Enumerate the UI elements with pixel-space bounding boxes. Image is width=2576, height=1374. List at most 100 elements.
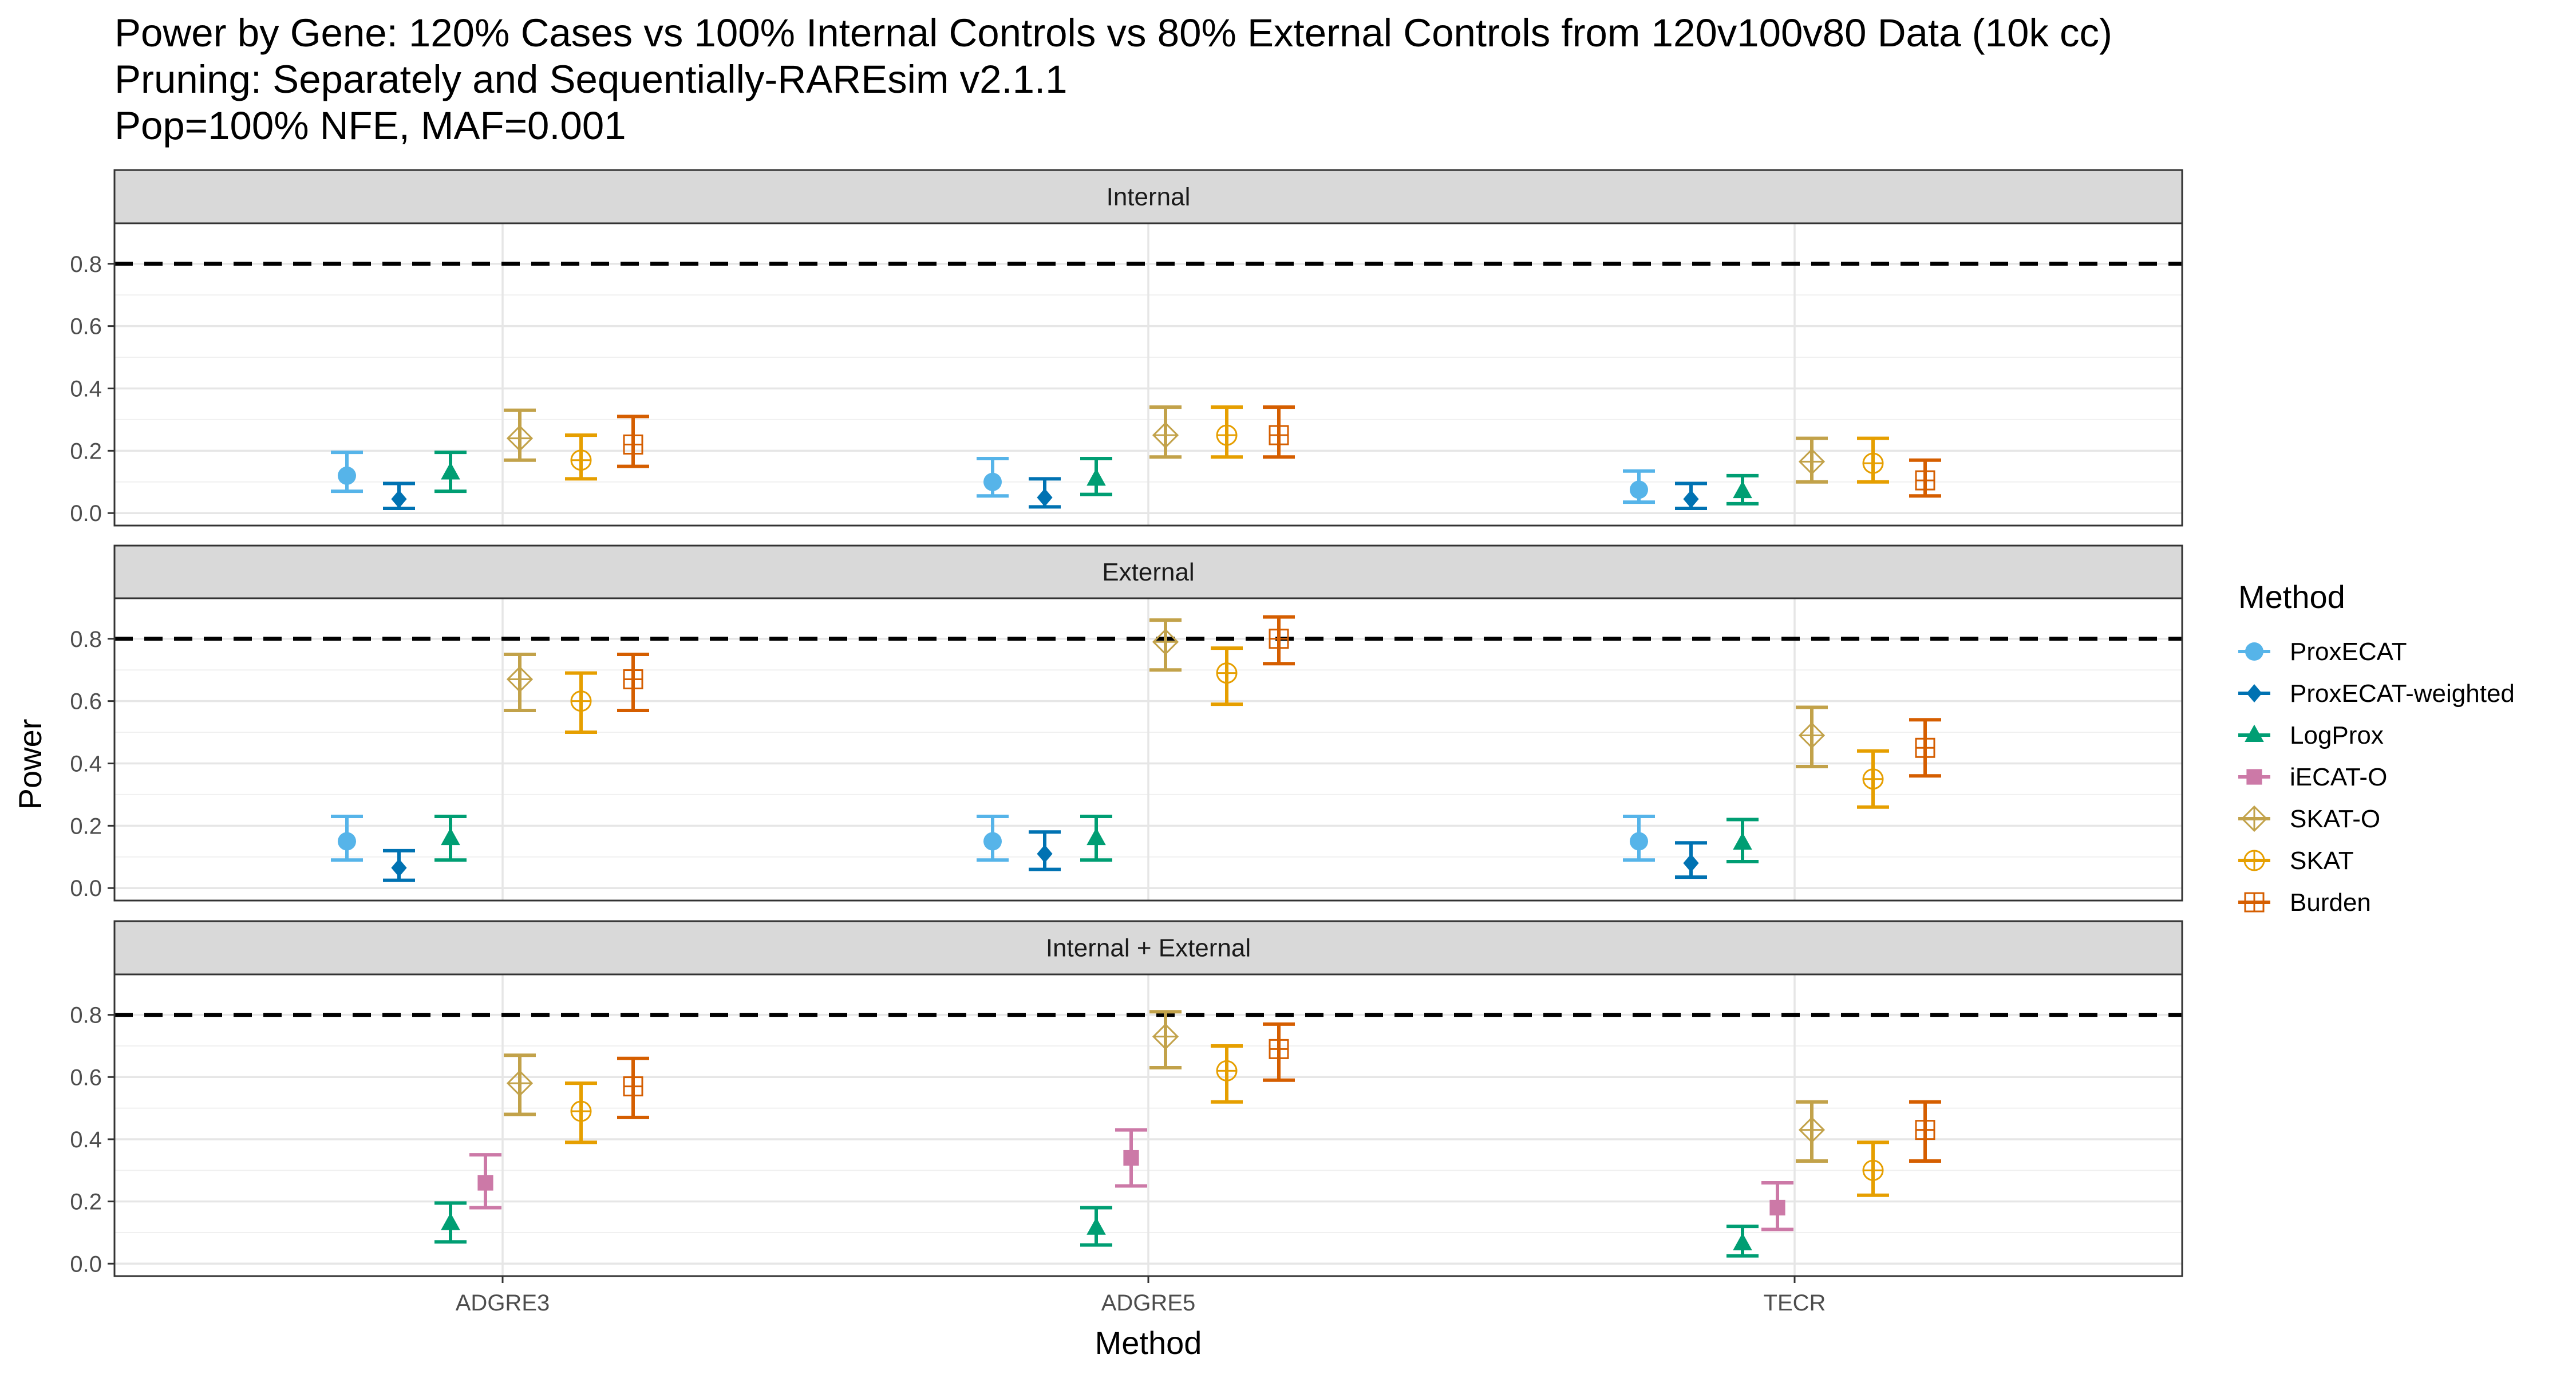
marker-logprox [1733,480,1752,499]
point-skat-o-adgre3 [504,408,536,462]
marker-proxecat [983,832,1002,851]
series-burden [617,1022,1941,1163]
y-tick-label: 0.2 [70,439,102,464]
series-skat-o [504,618,1828,768]
marker-burden-cross [624,670,642,689]
point-proxecat-weighted-adgre3 [383,481,415,511]
legend-key-marker [2246,769,2262,785]
point-burden-tecr [1909,458,1941,498]
point-skat-o-adgre3 [504,652,536,712]
marker-burden-cross [1916,471,1934,490]
point-iecat-o-tecr [1761,1181,1793,1231]
point-proxecat-weighted-adgre3 [383,848,415,882]
point-proxecat-weighted-tecr [1675,481,1707,511]
strip-label: External [1102,558,1194,586]
point-logprox-tecr [1726,818,1759,863]
legend-label: iECAT-O [2290,763,2387,791]
marker-logprox [1733,832,1752,850]
y-tick-label: 0.8 [70,252,102,277]
point-logprox-adgre5 [1080,1206,1112,1247]
point-proxecat-adgre3 [331,815,363,862]
point-skat-o-tecr [1796,436,1828,484]
point-skat-tecr [1857,436,1889,484]
marker-proxecat [1630,832,1648,851]
marker-iecat-o [477,1175,493,1191]
point-burden-adgre5 [1263,405,1295,459]
point-skat-adgre3 [565,1081,597,1144]
series-iecat-o [469,1128,1793,1231]
y-tick-label: 0.4 [70,376,102,401]
panel-internal-external: Internal + External 0.0 0.2 0.4 0.6 0.8 [70,920,2183,1277]
legend-key-marker-cross [2245,893,2263,911]
y-tick-label: 0.0 [70,1251,102,1277]
marker-skat-o-cross [1153,630,1178,654]
point-burden-adgre5 [1263,1022,1295,1082]
point-proxecat-weighted-tecr [1675,841,1707,879]
series-burden [617,615,1941,778]
marker-proxecat-weighted [1683,854,1699,872]
series-skat [565,646,1889,809]
point-proxecat-adgre5 [977,456,1009,498]
legend-key-marker [2246,684,2262,702]
point-logprox-tecr [1726,1225,1759,1258]
marker-skat-o-cross [508,667,532,692]
point-skat-adgre5 [1211,405,1243,459]
point-proxecat-adgre3 [331,451,363,493]
x-tick-label-tecr: TECR [1764,1290,1826,1316]
legend-item-proxecat-weighted: ProxECAT-weighted [2238,680,2515,708]
point-iecat-o-adgre3 [469,1153,501,1210]
point-skat-o-adgre5 [1149,1010,1182,1069]
marker-skat-o-cross [1153,1024,1178,1049]
marker-burden-cross [1270,426,1288,445]
point-skat-adgre5 [1211,646,1243,706]
marker-skat-o-cross [1153,423,1178,448]
marker-skat-o-cross [1800,1118,1824,1142]
strip-label: Internal + External [1046,934,1251,962]
point-burden-adgre3 [617,414,649,468]
marker-skat-cross [571,450,591,470]
series-logprox [434,451,1759,506]
point-skat-o-tecr [1796,1100,1828,1163]
marker-logprox [1086,1217,1106,1235]
point-burden-tecr [1909,1100,1941,1163]
marker-logprox [1086,827,1106,846]
series-burden [617,405,1941,498]
legend-item-skat-o: SKAT-O [2238,805,2380,833]
title-line-1: Power by Gene: 120% Cases vs 100% Intern… [114,11,2112,55]
point-proxecat-adgre5 [977,815,1009,862]
marker-skat-cross [1217,1061,1236,1081]
point-skat-tecr [1857,1140,1889,1197]
legend-item-burden: Burden [2238,889,2371,917]
point-skat-adgre5 [1211,1044,1243,1104]
marker-burden-cross [1916,739,1934,757]
panel-external: External 0.0 0.2 0.4 0.6 0.8 [70,544,2183,902]
y-tick-label: 0.8 [70,627,102,652]
series-proxecat-weighted [383,830,1707,882]
marker-proxecat [1630,480,1648,499]
point-skat-o-adgre5 [1149,405,1182,459]
marker-skat-cross [1863,453,1883,473]
panel-border [113,597,2183,902]
legend-label: ProxECAT-weighted [2290,680,2515,708]
panels: Internal 0.0 0.2 0.4 0.6 0.8 External 0.0 0.2 0.4… [70,169,2183,1316]
marker-skat-o-cross [1800,449,1824,474]
marker-proxecat-weighted [391,858,407,877]
marker-skat-o-cross [1800,723,1824,748]
legend-label: Burden [2290,889,2371,917]
point-proxecat-weighted-adgre5 [1029,830,1061,871]
legend-label: LogProx [2290,721,2384,749]
marker-burden-cross [1270,1040,1288,1059]
marker-proxecat [983,472,1002,491]
marker-burden-cross [624,435,642,454]
point-logprox-adgre3 [434,451,467,493]
series-proxecat-weighted [383,477,1707,511]
legend-item-logprox: LogProx [2238,721,2384,749]
marker-burden-cross [1916,1120,1934,1139]
legend: Method ProxECAT ProxECAT-weighted LogProx i… [2238,579,2515,917]
strip-internal [113,169,2183,224]
y-axis-title: Power [12,719,48,810]
marker-skat-cross [1217,425,1236,445]
series-skat [565,1044,1889,1197]
point-logprox-adgre3 [434,1201,467,1244]
